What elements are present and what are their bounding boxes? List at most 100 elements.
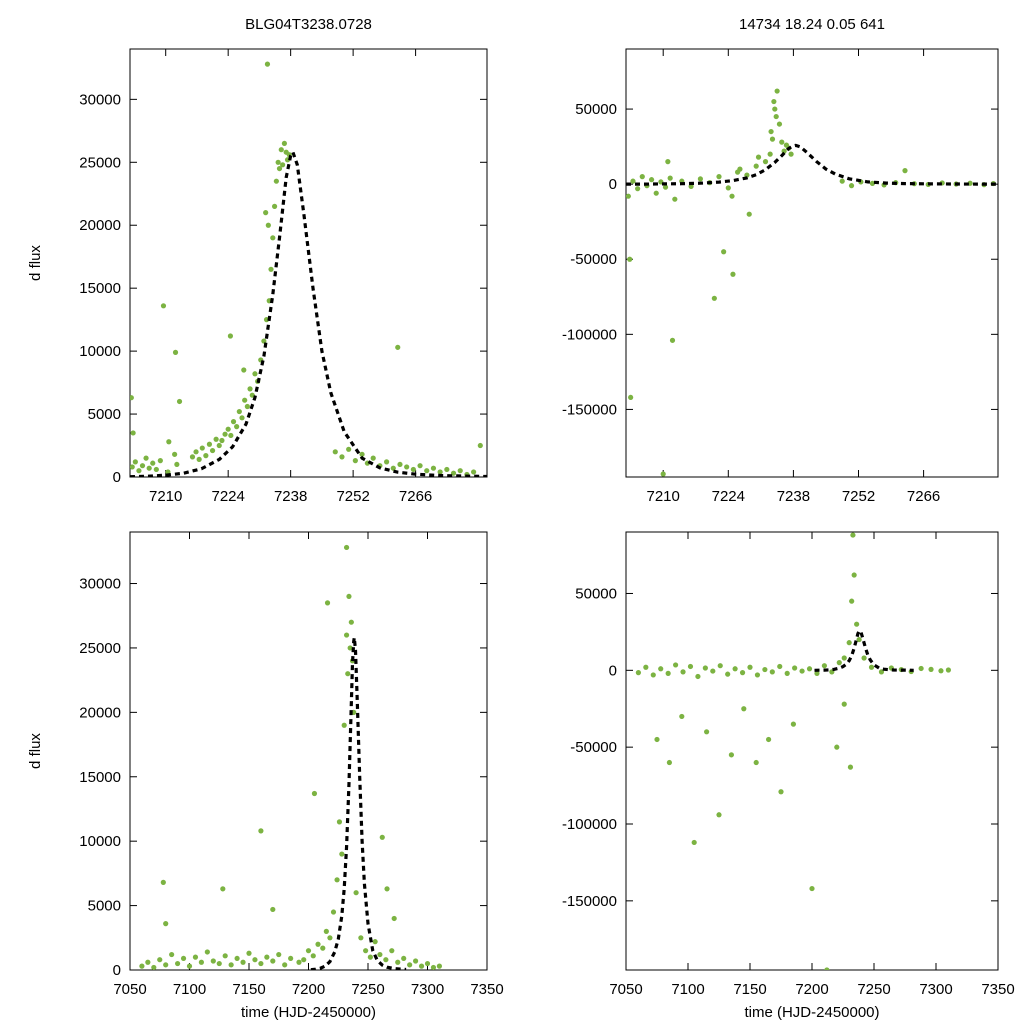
data-point xyxy=(673,662,679,668)
plot-area xyxy=(130,61,487,477)
data-point xyxy=(339,454,345,460)
data-point xyxy=(744,172,750,178)
data-point xyxy=(471,469,477,475)
y-axis-label: d flux xyxy=(27,245,44,281)
data-point xyxy=(216,960,222,967)
y-tick-label: 15000 xyxy=(79,769,121,786)
data-point xyxy=(377,951,383,958)
model-curve xyxy=(626,143,998,186)
data-point xyxy=(672,196,678,202)
data-point xyxy=(767,151,773,157)
x-tick-label: 7300 xyxy=(411,981,444,998)
y-tick-label: 25000 xyxy=(79,640,121,657)
plot-frame xyxy=(625,531,999,971)
data-point xyxy=(806,666,813,672)
data-point xyxy=(288,955,294,962)
y-tick-label: 50000 xyxy=(575,101,617,118)
data-point xyxy=(626,193,631,199)
data-point xyxy=(334,877,340,883)
data-point xyxy=(753,759,759,766)
data-point xyxy=(130,430,136,436)
x-axis-label: time (HJD-2450000) xyxy=(744,1004,879,1021)
data-point xyxy=(359,451,365,457)
data-point xyxy=(424,468,430,474)
data-point xyxy=(868,664,875,670)
y-tick-label: 20000 xyxy=(79,217,121,234)
data-point xyxy=(430,964,437,970)
data-point xyxy=(323,928,329,934)
data-point xyxy=(839,178,845,184)
data-point xyxy=(157,458,163,464)
data-point xyxy=(711,295,717,301)
data-point xyxy=(352,458,358,464)
data-point xyxy=(241,367,247,373)
x-tick-label: 7150 xyxy=(733,981,766,998)
x-tick-label: 7300 xyxy=(919,981,952,998)
data-point xyxy=(741,706,747,712)
y-tick-label: -50000 xyxy=(570,739,617,756)
data-point xyxy=(762,666,768,673)
data-point xyxy=(320,945,326,951)
data-point xyxy=(754,672,761,678)
x-tick-label: 7252 xyxy=(336,488,369,505)
data-point xyxy=(332,449,338,455)
data-point xyxy=(276,951,282,958)
data-point xyxy=(130,395,134,401)
data-point xyxy=(315,941,321,947)
panel-bottom-left: 7050 7100 7150 7200 7250 7300 7350 0 5000 10000 15… xyxy=(27,531,504,1021)
data-point xyxy=(777,663,783,670)
data-point xyxy=(163,962,169,968)
data-point xyxy=(739,670,746,676)
data-point xyxy=(203,453,209,459)
data-point xyxy=(143,455,149,461)
data-point xyxy=(150,460,156,466)
data-point xyxy=(160,303,167,309)
data-point xyxy=(282,962,288,968)
y-tick-label: 15000 xyxy=(79,280,121,297)
data-point xyxy=(261,338,267,344)
data-point xyxy=(157,957,163,963)
data-point xyxy=(348,619,354,625)
data-point xyxy=(669,337,676,343)
data-point xyxy=(193,449,199,455)
x-tick-label: 7252 xyxy=(842,488,875,505)
data-point xyxy=(240,959,246,965)
data-point xyxy=(725,671,731,677)
data-point xyxy=(324,600,331,606)
data-point xyxy=(477,442,483,449)
x-tick-label: 7238 xyxy=(777,488,810,505)
data-point xyxy=(771,98,777,105)
data-point xyxy=(721,249,727,255)
data-point xyxy=(695,673,701,680)
data-point xyxy=(776,121,783,127)
data-point xyxy=(186,963,193,969)
y-tick-label: 0 xyxy=(609,176,617,193)
plot-frame xyxy=(129,531,488,971)
data-point xyxy=(301,957,307,963)
x-tick-label: 7100 xyxy=(173,981,206,998)
data-point xyxy=(424,960,431,967)
y-tick-label: 0 xyxy=(609,662,617,679)
data-point xyxy=(228,962,234,968)
data-point xyxy=(270,906,276,913)
data-point xyxy=(437,469,443,475)
data-point xyxy=(413,958,419,964)
data-point xyxy=(145,959,151,965)
data-point xyxy=(824,967,830,970)
data-point xyxy=(390,465,396,471)
data-point xyxy=(928,666,934,672)
y-tick-label: 20000 xyxy=(79,704,121,721)
data-point xyxy=(239,415,245,421)
data-point xyxy=(737,166,743,172)
data-point xyxy=(660,471,666,477)
data-point xyxy=(666,759,673,766)
data-point xyxy=(222,953,228,959)
data-point xyxy=(213,436,219,442)
plot-area xyxy=(635,532,952,970)
x-tick-label: 7050 xyxy=(113,981,146,998)
x-axis-label: time (HJD-2450000) xyxy=(241,1004,376,1021)
data-point xyxy=(345,671,351,677)
data-point xyxy=(219,437,225,444)
data-point xyxy=(395,959,401,965)
x-tick-label: 7250 xyxy=(857,981,890,998)
